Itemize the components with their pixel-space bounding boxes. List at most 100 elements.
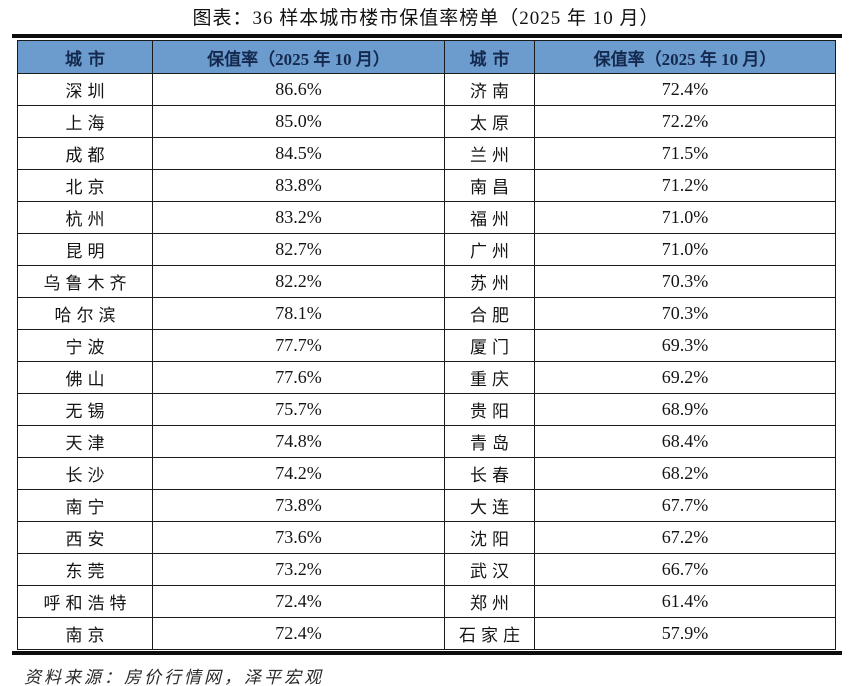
- table-body: 深圳 86.6% 济南 72.4% 上海 85.0% 太原 72.2% 成都 84.5% 兰州 71.…: [17, 73, 837, 650]
- city-cell-left: 深圳: [17, 73, 153, 106]
- table-row: 西安 73.6% 沈阳 67.2%: [17, 521, 837, 554]
- table-row: 无锡 75.7% 贵阳 68.9%: [17, 393, 837, 426]
- table-row: 宁波 77.7% 厦门 69.3%: [17, 329, 837, 362]
- rate-cell-left: 82.2%: [151, 265, 445, 298]
- city-cell-right: 南昌: [443, 169, 535, 202]
- city-cell-right: 苏州: [443, 265, 535, 298]
- rate-cell-right: 71.0%: [533, 233, 837, 266]
- city-cell-right: 福州: [443, 201, 535, 234]
- rate-cell-left: 86.6%: [151, 73, 445, 106]
- rate-cell-left: 77.6%: [151, 361, 445, 394]
- rate-cell-right: 71.0%: [533, 201, 837, 234]
- city-cell-right: 太原: [443, 105, 535, 138]
- rate-cell-right: 71.2%: [533, 169, 837, 202]
- rate-cell-right: 70.3%: [533, 265, 837, 298]
- table-row: 杭州 83.2% 福州 71.0%: [17, 201, 837, 234]
- rate-cell-right: 67.7%: [533, 489, 837, 522]
- city-cell-left: 杭州: [17, 201, 153, 234]
- table-row: 长沙 74.2% 长春 68.2%: [17, 457, 837, 490]
- rate-cell-right: 72.4%: [533, 73, 837, 106]
- rate-cell-right: 61.4%: [533, 585, 837, 618]
- city-cell-right: 大连: [443, 489, 535, 522]
- rate-cell-left: 82.7%: [151, 233, 445, 266]
- table-row: 呼和浩特 72.4% 郑州 61.4%: [17, 585, 837, 618]
- rate-cell-right: 68.2%: [533, 457, 837, 490]
- table-row: 佛山 77.6% 重庆 69.2%: [17, 361, 837, 394]
- city-cell-left: 呼和浩特: [17, 585, 153, 618]
- city-cell-right: 广州: [443, 233, 535, 266]
- rate-cell-left: 73.8%: [151, 489, 445, 522]
- rate-cell-right: 68.4%: [533, 425, 837, 458]
- rate-cell-left: 72.4%: [151, 617, 445, 650]
- table-row: 天津 74.8% 青岛 68.4%: [17, 425, 837, 458]
- city-cell-left: 哈尔滨: [17, 297, 153, 330]
- table-row: 昆明 82.7% 广州 71.0%: [17, 233, 837, 266]
- city-cell-left: 昆明: [17, 233, 153, 266]
- city-cell-right: 长春: [443, 457, 535, 490]
- city-cell-right: 武汉: [443, 553, 535, 586]
- table-row: 南宁 73.8% 大连 67.7%: [17, 489, 837, 522]
- table-row: 成都 84.5% 兰州 71.5%: [17, 137, 837, 170]
- header-row: 城市 保值率（2025 年 10 月） 城市 保值率（2025 年 10 月）: [17, 40, 837, 74]
- rate-cell-left: 75.7%: [151, 393, 445, 426]
- city-cell-right: 石家庄: [443, 617, 535, 650]
- rate-cell-right: 72.2%: [533, 105, 837, 138]
- retention-rate-table: 城市 保值率（2025 年 10 月） 城市 保值率（2025 年 10 月） …: [17, 40, 837, 650]
- top-rule: [12, 34, 842, 38]
- rate-cell-left: 84.5%: [151, 137, 445, 170]
- city-cell-right: 重庆: [443, 361, 535, 394]
- col-header-city-left: 城市: [17, 40, 153, 74]
- rate-cell-left: 74.8%: [151, 425, 445, 458]
- rate-cell-left: 73.2%: [151, 553, 445, 586]
- rate-cell-left: 85.0%: [151, 105, 445, 138]
- rate-cell-left: 83.2%: [151, 201, 445, 234]
- table-row: 东莞 73.2% 武汉 66.7%: [17, 553, 837, 586]
- city-cell-left: 佛山: [17, 361, 153, 394]
- city-cell-right: 青岛: [443, 425, 535, 458]
- city-cell-right: 合肥: [443, 297, 535, 330]
- rate-cell-right: 69.2%: [533, 361, 837, 394]
- city-cell-left: 长沙: [17, 457, 153, 490]
- city-cell-left: 东莞: [17, 553, 153, 586]
- table-header: 城市 保值率（2025 年 10 月） 城市 保值率（2025 年 10 月）: [17, 40, 837, 74]
- table-row: 哈尔滨 78.1% 合肥 70.3%: [17, 297, 837, 330]
- rate-cell-right: 57.9%: [533, 617, 837, 650]
- city-cell-left: 北京: [17, 169, 153, 202]
- city-cell-left: 南宁: [17, 489, 153, 522]
- rate-cell-right: 68.9%: [533, 393, 837, 426]
- rate-cell-left: 78.1%: [151, 297, 445, 330]
- col-header-city-right: 城市: [443, 40, 535, 74]
- city-cell-left: 无锡: [17, 393, 153, 426]
- city-cell-left: 宁波: [17, 329, 153, 362]
- bottom-rule: [12, 651, 842, 655]
- city-cell-left: 南京: [17, 617, 153, 650]
- city-cell-right: 沈阳: [443, 521, 535, 554]
- city-cell-left: 天津: [17, 425, 153, 458]
- table-row: 乌鲁木齐 82.2% 苏州 70.3%: [17, 265, 837, 298]
- city-cell-left: 乌鲁木齐: [17, 265, 153, 298]
- city-cell-left: 西安: [17, 521, 153, 554]
- rate-cell-right: 70.3%: [533, 297, 837, 330]
- rate-cell-right: 69.3%: [533, 329, 837, 362]
- rate-cell-right: 71.5%: [533, 137, 837, 170]
- city-cell-right: 兰州: [443, 137, 535, 170]
- city-cell-right: 贵阳: [443, 393, 535, 426]
- rate-cell-left: 72.4%: [151, 585, 445, 618]
- rate-cell-left: 74.2%: [151, 457, 445, 490]
- city-cell-right: 厦门: [443, 329, 535, 362]
- table-row: 深圳 86.6% 济南 72.4%: [17, 73, 837, 106]
- figure-title: 图表：36 样本城市楼市保值率榜单（2025 年 10 月）: [192, 8, 660, 29]
- city-cell-right: 郑州: [443, 585, 535, 618]
- rate-cell-right: 67.2%: [533, 521, 837, 554]
- rate-cell-left: 83.8%: [151, 169, 445, 202]
- rate-cell-left: 73.6%: [151, 521, 445, 554]
- city-cell-left: 上海: [17, 105, 153, 138]
- rate-cell-right: 66.7%: [533, 553, 837, 586]
- table-row: 北京 83.8% 南昌 71.2%: [17, 169, 837, 202]
- city-cell-left: 成都: [17, 137, 153, 170]
- col-header-rate-left: 保值率（2025 年 10 月）: [151, 40, 445, 74]
- rate-cell-left: 77.7%: [151, 329, 445, 362]
- table-row: 上海 85.0% 太原 72.2%: [17, 105, 837, 138]
- source-note: 资料来源：房价行情网，泽平宏观: [24, 668, 324, 686]
